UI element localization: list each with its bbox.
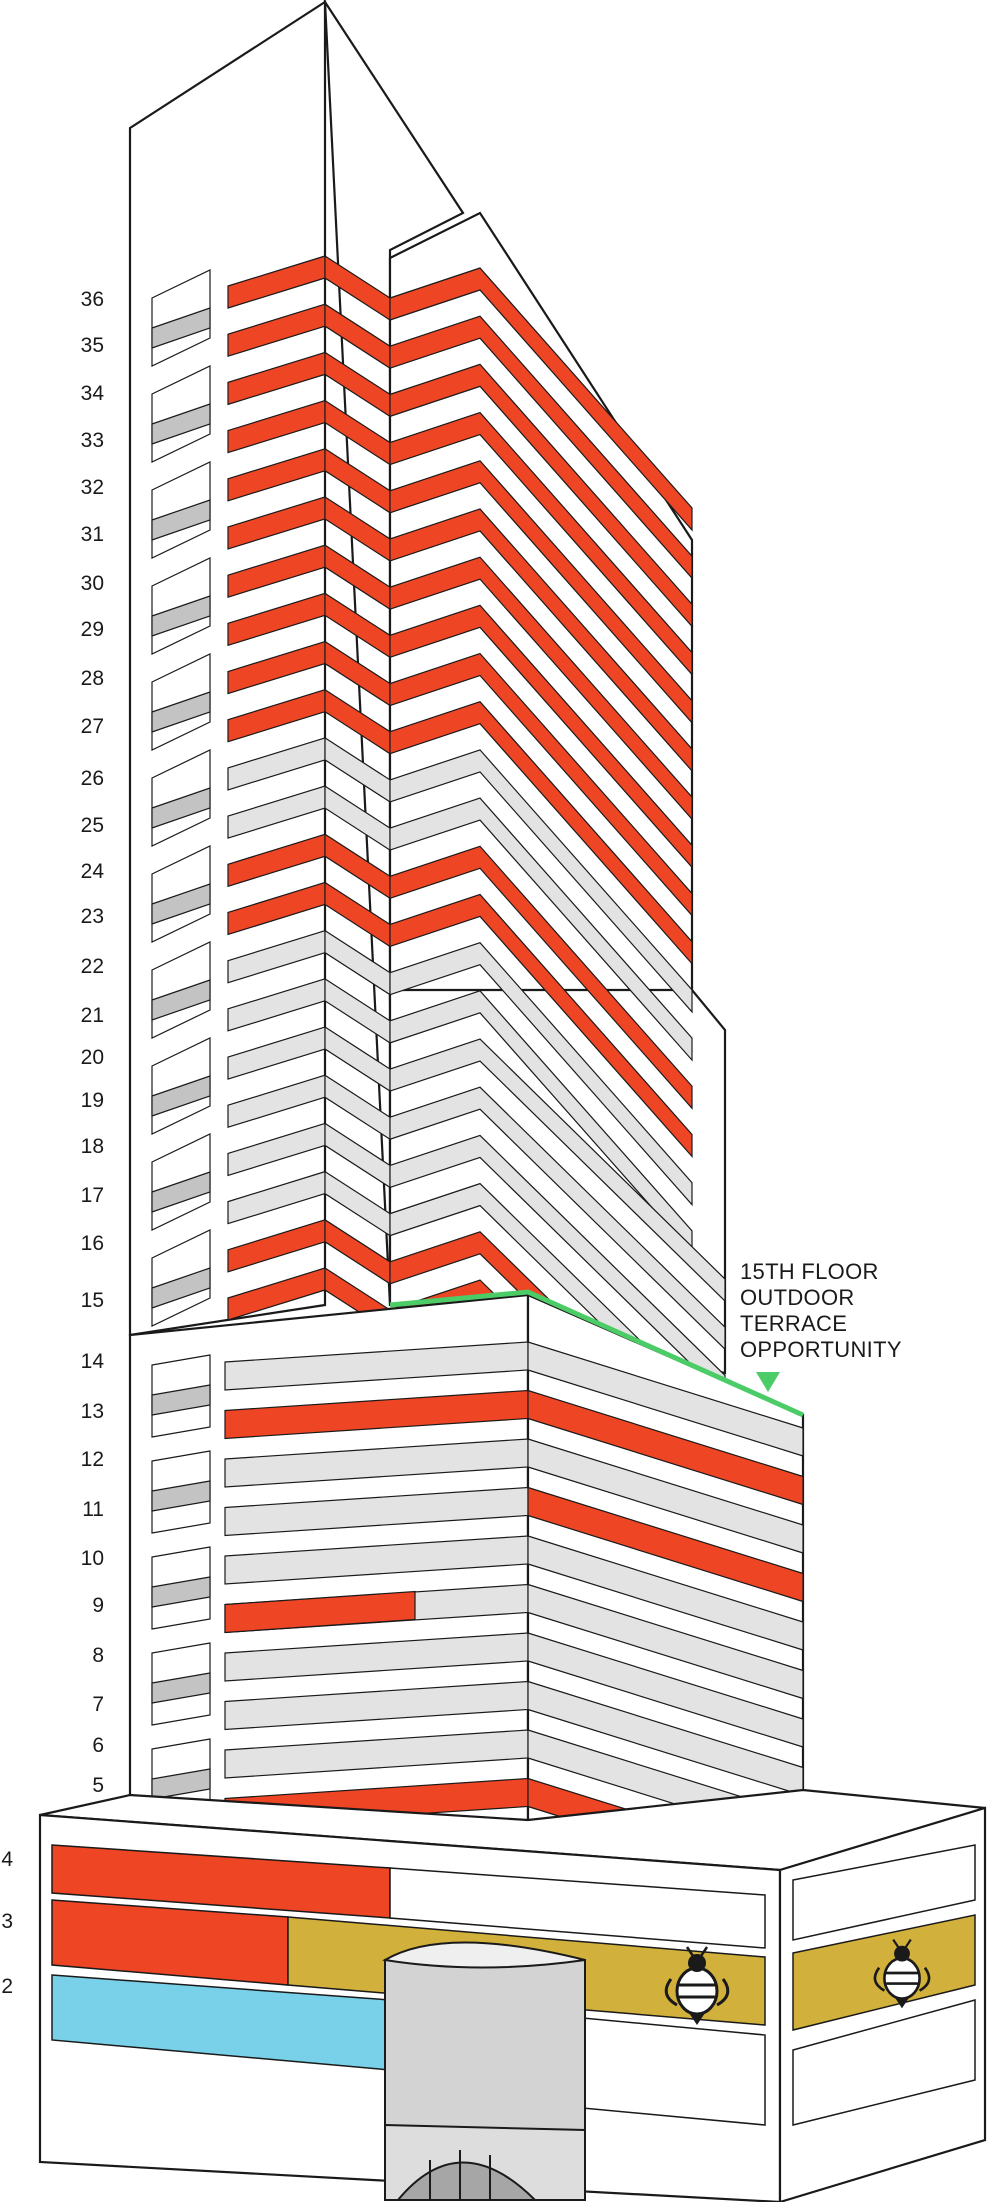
window-shade — [151, 1384, 211, 1416]
floor-35-right-wing — [389, 315, 693, 580]
floor-label-15: 15 — [81, 1289, 104, 1312]
window-shade — [151, 499, 211, 541]
window-shade — [151, 307, 211, 349]
floor-22-right-wing — [389, 941, 693, 1207]
floor-9-partial-occupied — [224, 1590, 416, 1634]
callout-line-4: OPPORTUNITY — [740, 1337, 902, 1362]
window-shade — [151, 1267, 211, 1309]
floor-4-vacant — [389, 1867, 766, 1949]
window-shade — [151, 979, 211, 1021]
floor-label-8: 8 — [92, 1644, 104, 1667]
callout-line-3: TERRACE — [740, 1311, 847, 1336]
floor-12-side — [527, 1438, 804, 1554]
floor-label-22: 22 — [81, 955, 104, 978]
floor-label-9: 9 — [92, 1594, 104, 1617]
floor-label-36: 36 — [81, 288, 104, 311]
floor-label-13: 13 — [81, 1400, 104, 1423]
floor-label-19: 19 — [81, 1089, 104, 1112]
floor-label-32: 32 — [81, 476, 104, 499]
floor-label-5: 5 — [92, 1774, 104, 1797]
callout-line-1: 15TH FLOOR — [740, 1259, 879, 1284]
window-shade — [151, 691, 211, 733]
podium-windows — [151, 1354, 211, 1822]
floor-label-25: 25 — [81, 814, 104, 837]
window-shade — [151, 1480, 211, 1512]
floor-11-side — [527, 1486, 804, 1603]
floor-label-23: 23 — [81, 905, 104, 928]
floor-label-24: 24 — [81, 860, 105, 883]
window-shade — [151, 1576, 211, 1608]
floor-label-20: 20 — [81, 1046, 104, 1069]
floor-28-right-wing — [389, 652, 693, 918]
floor-label-30: 30 — [81, 572, 104, 595]
floor-number-labels: 3635343332313029282726252423222120191817… — [1, 288, 104, 1998]
floor-label-3: 3 — [1, 1910, 13, 1933]
floor-10-side — [527, 1535, 804, 1651]
terrace-callout: 15TH FLOOR OUTDOOR TERRACE OPPORTUNITY — [740, 1259, 902, 1392]
down-triangle-icon — [756, 1372, 780, 1392]
window-shade — [151, 403, 211, 445]
floor-label-17: 17 — [81, 1184, 104, 1207]
floor-label-31: 31 — [81, 523, 104, 546]
floor-label-33: 33 — [81, 429, 104, 452]
floor-label-27: 27 — [81, 715, 104, 738]
floor-8-side — [527, 1632, 804, 1748]
floor-label-4: 4 — [1, 1848, 13, 1871]
floor-label-10: 10 — [81, 1547, 104, 1570]
floor-label-12: 12 — [81, 1448, 104, 1471]
floor-label-11: 11 — [82, 1498, 104, 1521]
window-shade — [151, 1075, 211, 1117]
floor-29-right-wing — [389, 604, 693, 869]
floor-24-right-wing — [389, 845, 693, 1110]
arched-entrance-icon — [382, 1941, 586, 2201]
window-shade — [151, 1768, 211, 1800]
floor-9-side — [527, 1583, 804, 1700]
floor-27-right-wing — [389, 701, 693, 966]
bee-icon — [873, 1938, 931, 2009]
window-shade — [151, 1171, 211, 1213]
floor-label-18: 18 — [81, 1135, 104, 1158]
floor-label-16: 16 — [81, 1232, 104, 1255]
floor-label-28: 28 — [81, 667, 104, 690]
floor-label-21: 21 — [81, 1004, 104, 1027]
floor-13-side — [527, 1389, 804, 1506]
floor-19-right-wing — [389, 1086, 726, 1351]
upper-tower-windows — [151, 269, 211, 1327]
window-shade — [151, 1672, 211, 1704]
floor-34-right-wing — [389, 363, 693, 628]
upper-tower-floor-bands — [227, 254, 726, 1544]
bee-icon — [664, 1946, 730, 2025]
floor-14-side — [527, 1341, 804, 1457]
side-floor-4 — [792, 1844, 976, 1941]
window-shade — [151, 883, 211, 925]
window-shade — [151, 595, 211, 637]
callout-line-2: OUTDOOR — [740, 1285, 855, 1310]
floor-30-right-wing — [389, 556, 693, 821]
floor-33-right-wing — [389, 411, 693, 677]
side-floor-2 — [792, 1999, 976, 2126]
window-shade — [151, 787, 211, 829]
floor-26-right-wing — [389, 749, 693, 1014]
floor-23-right-wing — [389, 893, 693, 1159]
floor-label-26: 26 — [81, 767, 104, 790]
floor-label-14: 14 — [81, 1350, 105, 1373]
floor-label-34: 34 — [81, 382, 105, 405]
floor-label-7: 7 — [92, 1693, 104, 1716]
floor-label-6: 6 — [92, 1734, 104, 1757]
floor-31-right-wing — [389, 508, 693, 773]
terrace-outline — [389, 1289, 805, 1418]
floor-label-35: 35 — [81, 334, 104, 357]
floor-label-29: 29 — [81, 618, 104, 641]
floor-label-2: 2 — [1, 1975, 13, 1998]
floor-32-right-wing — [389, 460, 693, 725]
floor-25-right-wing — [389, 797, 693, 1062]
floor-36-right-wing — [389, 267, 693, 532]
floor-20-right-wing — [389, 1038, 726, 1303]
